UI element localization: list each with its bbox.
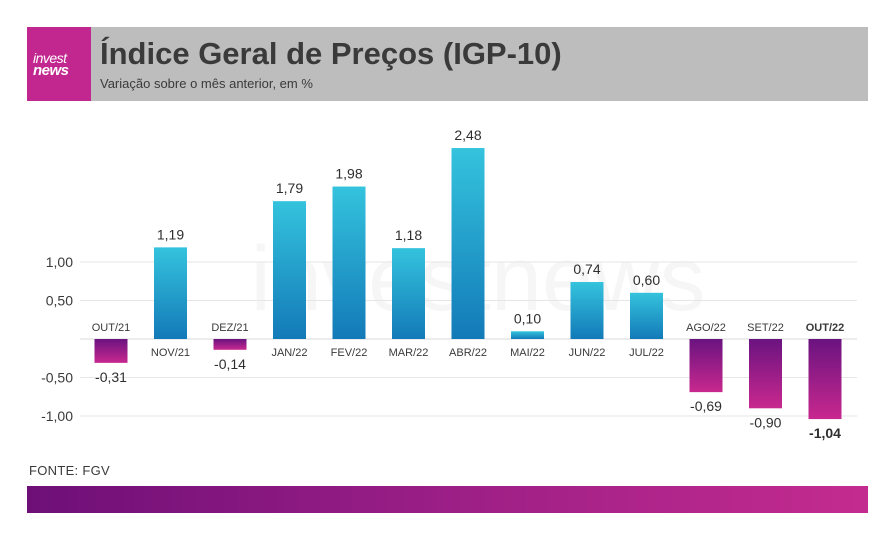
bar-OUT/22 [808,339,842,420]
bar-JUN/22 [570,282,604,339]
value-label: -1,04 [809,425,841,441]
value-label: 1,18 [395,227,422,243]
investnews-logo: invest news [27,27,91,101]
category-label: OUT/22 [806,322,845,334]
value-label: 2,48 [454,127,481,143]
y-tick-label: 1,00 [46,254,73,270]
category-label: OUT/21 [92,322,131,334]
category-label: AGO/22 [686,322,726,334]
value-label: 1,98 [335,166,362,182]
category-label: MAI/22 [510,347,545,359]
y-tick-label: 0,50 [46,293,73,309]
value-label: 1,79 [276,180,303,196]
chart-title: Índice Geral de Preços (IGP-10) [100,36,562,71]
bar-JAN/22 [273,201,306,339]
bar-MAI/22 [511,331,544,339]
bar-MAR/22 [392,248,425,339]
header: invest news Índice Geral de Preços (IGP-… [27,27,868,101]
category-label: FEV/22 [331,347,368,359]
bar-AGO/22 [689,339,723,393]
y-tick-label: -0,50 [41,370,73,386]
bar-NOV/21 [154,247,187,339]
bar-DEZ/21 [213,339,247,350]
logo-text-invest: invest [33,50,67,66]
bar-OUT/21 [94,339,128,363]
category-label: NOV/21 [151,347,190,359]
bar-SET/22 [749,339,782,409]
value-label: -0,14 [214,356,246,372]
y-tick-label: -1,00 [41,408,73,424]
category-label: JUN/22 [569,347,606,359]
category-label: JAN/22 [271,347,307,359]
value-label: -0,31 [95,369,127,385]
category-label: DEZ/21 [211,322,248,334]
category-label: SET/22 [747,322,784,334]
logo-text-news: news [33,62,69,79]
value-label: 0,60 [633,272,660,288]
value-label: -0,90 [750,414,782,430]
bar-FEV/22 [332,186,366,339]
bar-ABR/22 [451,148,485,339]
source-note: FONTE: FGV [29,463,110,478]
category-label: ABR/22 [449,347,487,359]
value-label: 1,19 [157,226,184,242]
category-label: JUL/22 [629,347,664,359]
value-label: 0,10 [514,310,541,326]
value-label: 0,74 [573,261,600,277]
chart-subtitle: Variação sobre o mês anterior, em % [100,76,313,91]
value-label: -0,69 [690,398,722,414]
bar-JUL/22 [630,292,663,339]
category-label: MAR/22 [389,347,429,359]
bar-chart: investnews1,000,50-0,50-1,00OUT/21-0,31N… [41,127,857,441]
footer-bar [27,486,868,513]
